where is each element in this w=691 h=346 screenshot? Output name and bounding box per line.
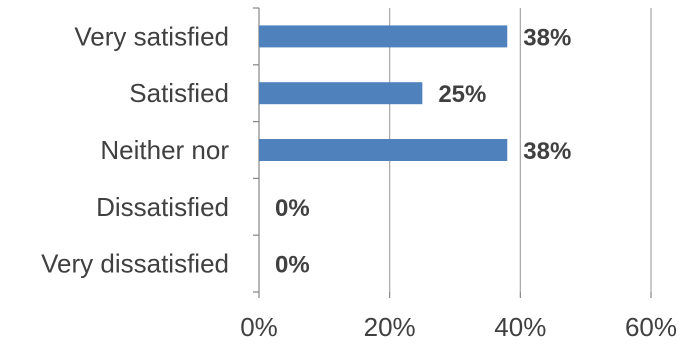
- x-tick-labels: 0% 20% 40% 60%: [240, 312, 677, 342]
- bar: [259, 82, 423, 105]
- x-tick-label: 20%: [364, 312, 416, 342]
- x-tick-label: 40%: [494, 312, 546, 342]
- x-tick-label: 0%: [240, 312, 278, 342]
- data-label: 38%: [523, 24, 571, 51]
- category-label: Very dissatisfied: [41, 249, 229, 279]
- bar: [259, 139, 508, 161]
- data-label: 25%: [438, 81, 486, 108]
- data-label: 38%: [523, 138, 571, 165]
- category-label: Very satisfied: [74, 21, 229, 51]
- category-label: Satisfied: [129, 78, 229, 108]
- category-labels: Very satisfied Satisfied Neither nor Dissat…: [41, 21, 229, 278]
- data-label: 0%: [275, 195, 310, 222]
- x-tick-label: 60%: [625, 312, 677, 342]
- bars: [259, 25, 508, 161]
- category-label: Neither nor: [100, 135, 229, 165]
- category-label: Dissatisfied: [96, 192, 229, 222]
- data-labels: 38% 25% 38% 0% 0%: [275, 24, 571, 278]
- bar: [259, 25, 508, 48]
- data-label: 0%: [275, 252, 310, 279]
